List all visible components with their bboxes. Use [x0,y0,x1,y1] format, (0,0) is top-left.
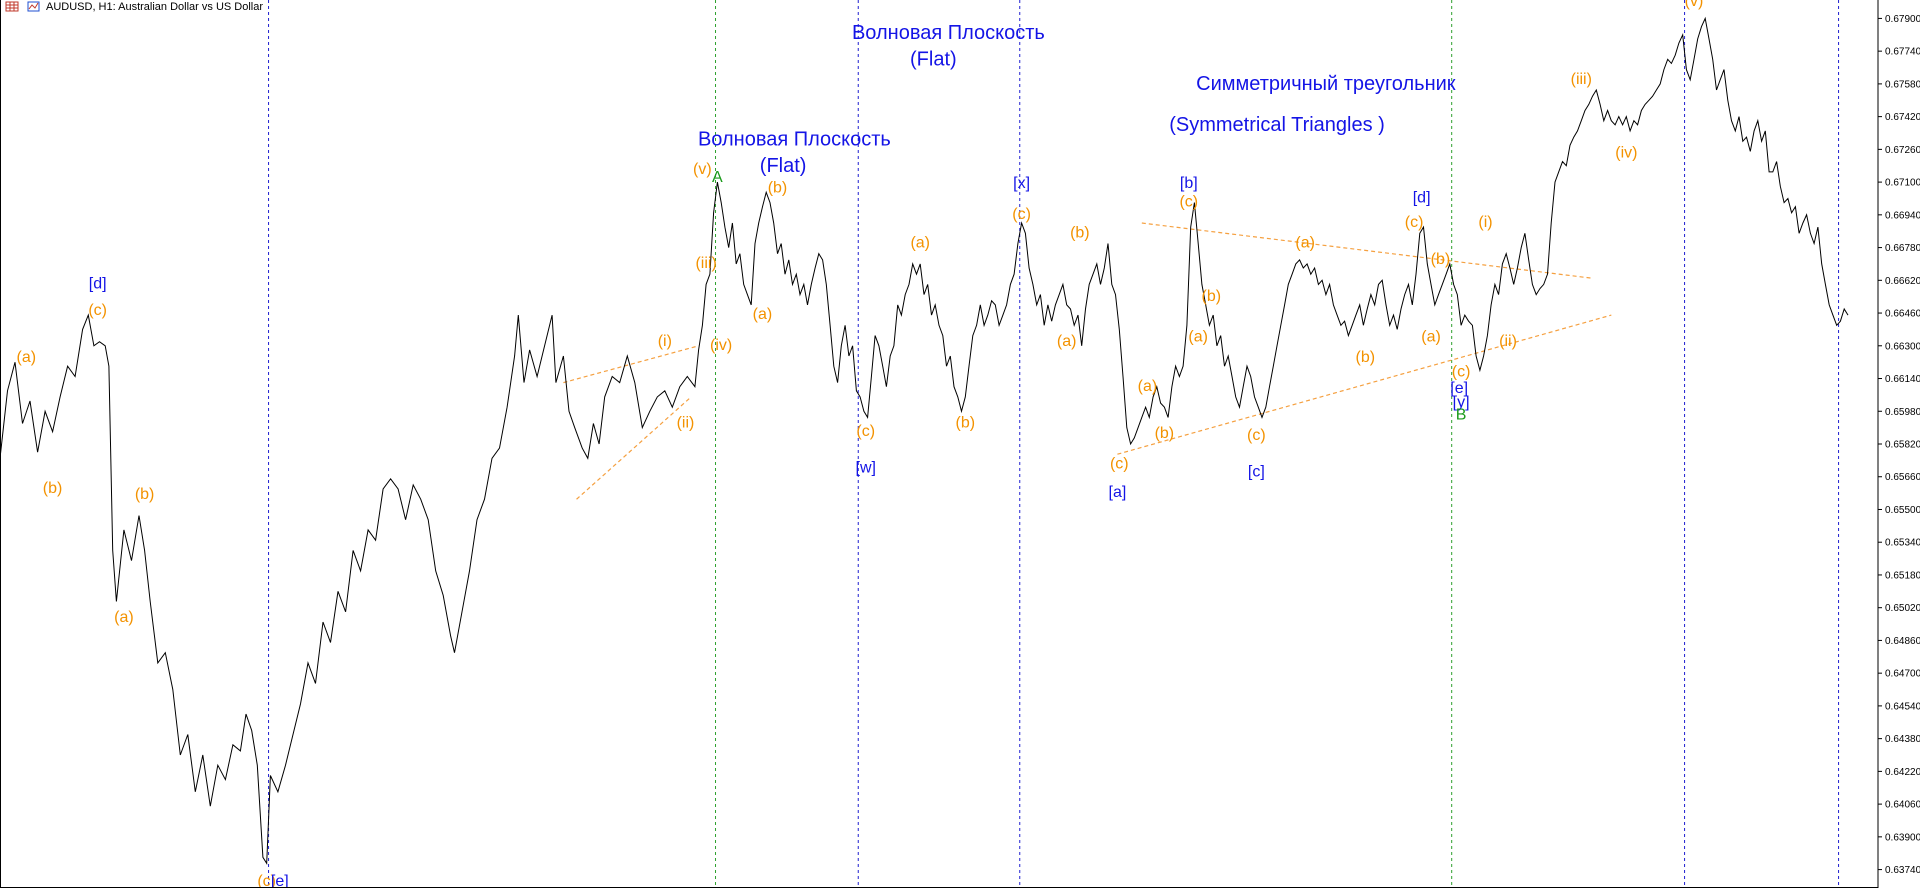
y-tick-label: 0.65340 [1885,538,1920,549]
y-tick-label: 0.65660 [1885,472,1920,483]
trend-line[interactable] [563,345,699,384]
grid-icon[interactable] [5,1,19,12]
wave-label[interactable]: (Flat) [760,155,807,177]
y-tick-label: 0.64540 [1885,701,1920,712]
y-tick-label: 0.67580 [1885,79,1920,90]
y-tick-label: 0.64380 [1885,734,1920,745]
wave-label[interactable]: (iii) [695,255,716,272]
wave-label[interactable]: (a) [1421,329,1441,346]
y-tick-label: 0.64860 [1885,636,1920,647]
trend-line[interactable] [576,396,692,500]
price-series-line [0,16,1849,866]
y-tick-label: 0.64060 [1885,800,1920,811]
wave-label[interactable]: (a) [17,349,37,366]
wave-label[interactable]: [d] [89,275,107,292]
wave-label[interactable]: [a] [1109,484,1127,501]
y-tick-label: 0.67900 [1885,14,1920,25]
wave-label[interactable]: (c) [257,873,276,890]
y-tick-label: 0.67100 [1885,178,1920,189]
wave-label[interactable]: [x] [1013,175,1030,192]
y-tick-label: 0.67260 [1885,145,1920,156]
wave-label[interactable]: (c) [1179,194,1198,211]
wave-label[interactable]: [e] [1450,380,1468,397]
wave-label[interactable]: (i) [1478,214,1492,231]
wave-label[interactable]: [d] [1413,190,1431,207]
wave-label[interactable]: (b) [1070,224,1090,241]
wave-label[interactable]: (a) [910,235,930,252]
wave-label[interactable]: (Symmetrical Triangles ) [1169,114,1385,136]
wave-label[interactable]: (b) [43,480,63,497]
wave-label[interactable]: (c) [856,423,875,440]
wave-label[interactable]: Симметричный треугольник [1196,73,1456,95]
wave-label[interactable]: (v) [1685,0,1704,10]
wave-annotations: (a)(b)[d](c)(b)(a)(c)[e]Волновая Плоскос… [17,0,1704,890]
wave-label[interactable]: [y] [1453,394,1470,411]
vertical-lines [268,0,1840,888]
y-tick-label: 0.65180 [1885,570,1920,581]
y-tick-label: 0.66620 [1885,276,1920,287]
wave-label[interactable]: (c) [1405,214,1424,231]
y-tick-label: 0.66140 [1885,374,1920,385]
symbol-title: AUDUSD, H1: Australian Dollar vs US Doll… [46,1,263,13]
y-tick-label: 0.66460 [1885,309,1920,320]
wave-label[interactable]: (b) [135,486,155,503]
wave-label[interactable]: A [712,169,723,186]
wave-label[interactable]: (c) [1110,456,1129,473]
wave-label[interactable]: (c) [88,302,107,319]
wave-label[interactable]: (a) [1057,333,1077,350]
y-tick-label: 0.65500 [1885,505,1920,516]
wave-label[interactable]: (Flat) [910,48,957,70]
y-tick-label: 0.65020 [1885,603,1920,614]
wave-label[interactable]: [e] [271,873,289,890]
y-tick-label: 0.65980 [1885,407,1920,418]
wave-label[interactable]: (c) [1012,206,1031,223]
y-tick-label: 0.66300 [1885,341,1920,352]
y-tick-label: 0.64700 [1885,669,1920,680]
wave-label[interactable]: (c) [1452,363,1471,380]
wave-label[interactable]: (iii) [1571,71,1592,88]
wave-label[interactable]: [b] [1180,175,1198,192]
wave-label[interactable]: (b) [1431,251,1451,268]
wave-label[interactable]: (a) [1138,378,1158,395]
wave-label[interactable]: [w] [856,460,876,477]
y-tick-label: 0.63740 [1885,865,1920,876]
wave-label[interactable]: (i) [658,333,672,350]
y-tick-label: 0.66940 [1885,210,1920,221]
wave-label[interactable]: (iv) [1615,145,1637,162]
wave-label[interactable]: (iv) [710,337,732,354]
y-tick-label: 0.63900 [1885,832,1920,843]
chart-header: AUDUSD, H1: Australian Dollar vs US Doll… [5,1,263,13]
wave-label[interactable]: (a) [114,609,134,626]
price-axis[interactable]: 0.67900 0.67740 0.67580 0.67420 0.67260 0.671… [1878,14,1920,876]
wave-label[interactable]: (b) [956,415,976,432]
wave-label[interactable]: (a) [1295,235,1315,252]
wave-label[interactable]: (c) [1247,427,1266,444]
y-tick-label: 0.65820 [1885,440,1920,451]
wave-label[interactable]: (ii) [1499,333,1517,350]
chart-type-icon[interactable] [27,1,40,12]
wave-label[interactable]: (b) [1155,425,1175,442]
wave-label[interactable]: [c] [1248,464,1265,481]
wave-label[interactable]: Волновая Плоскость [852,22,1045,44]
wave-label[interactable]: (ii) [677,415,695,432]
wave-label[interactable]: (b) [768,179,788,196]
wave-label[interactable]: (a) [753,306,773,323]
wave-label[interactable]: (a) [1188,329,1208,346]
wave-label[interactable]: Волновая Плоскость [698,128,891,150]
wave-label[interactable]: (v) [693,161,712,178]
trend-line[interactable] [1117,314,1612,455]
y-tick-label: 0.66780 [1885,243,1920,254]
wave-label[interactable]: (b) [1356,349,1376,366]
y-tick-label: 0.67420 [1885,112,1920,123]
y-tick-label: 0.67740 [1885,47,1920,58]
y-tick-label: 0.64220 [1885,767,1920,778]
wave-label[interactable]: (b) [1202,288,1222,305]
wave-label[interactable]: B [1456,406,1467,423]
